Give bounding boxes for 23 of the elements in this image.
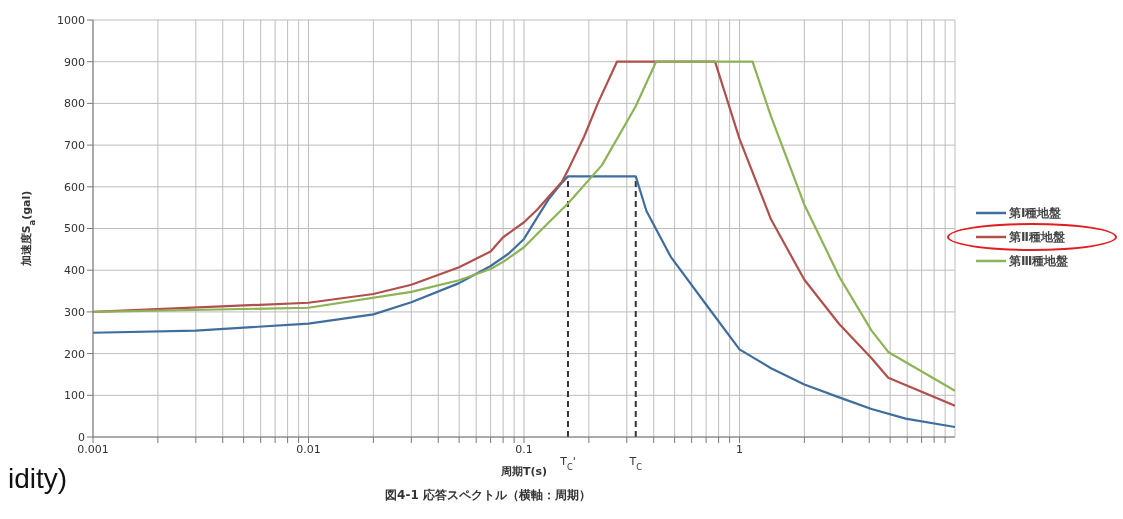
y-tick-label: 600 bbox=[64, 180, 85, 194]
y-tick-label: 900 bbox=[64, 55, 85, 69]
y-tick-label: 700 bbox=[64, 139, 85, 153]
ref-line-label: T$_{C}$' bbox=[559, 455, 576, 472]
x-tick-label: 0.001 bbox=[77, 442, 109, 456]
text: idity) bbox=[8, 463, 68, 495]
y-tick-label: 100 bbox=[64, 389, 85, 403]
y-tick-label: 1000 bbox=[57, 13, 85, 27]
y-tick-label: 400 bbox=[64, 264, 85, 278]
x-axis-title: 周期T(s) bbox=[499, 465, 548, 478]
y-tick-label: 200 bbox=[64, 347, 85, 361]
x-tick-label: 0.01 bbox=[296, 442, 321, 456]
x-tick-label: 1 bbox=[736, 442, 743, 456]
x-tick-label: 0.1 bbox=[515, 442, 533, 456]
ref-line-label: T$_{C}$ bbox=[628, 455, 643, 472]
legend-label: 第Ⅱ種地盤 bbox=[1009, 228, 1065, 246]
y-tick-label: 0 bbox=[78, 430, 85, 444]
y-tick-label: 800 bbox=[64, 97, 85, 111]
legend-label: 第Ⅰ種地盤 bbox=[1009, 204, 1062, 222]
y-tick-label: 500 bbox=[64, 222, 85, 236]
y-tick-label: 300 bbox=[64, 305, 85, 319]
text: 図4-1 応答スペクトル（横軸：周期） bbox=[385, 488, 591, 502]
legend-label: 第Ⅲ種地盤 bbox=[1009, 252, 1069, 270]
